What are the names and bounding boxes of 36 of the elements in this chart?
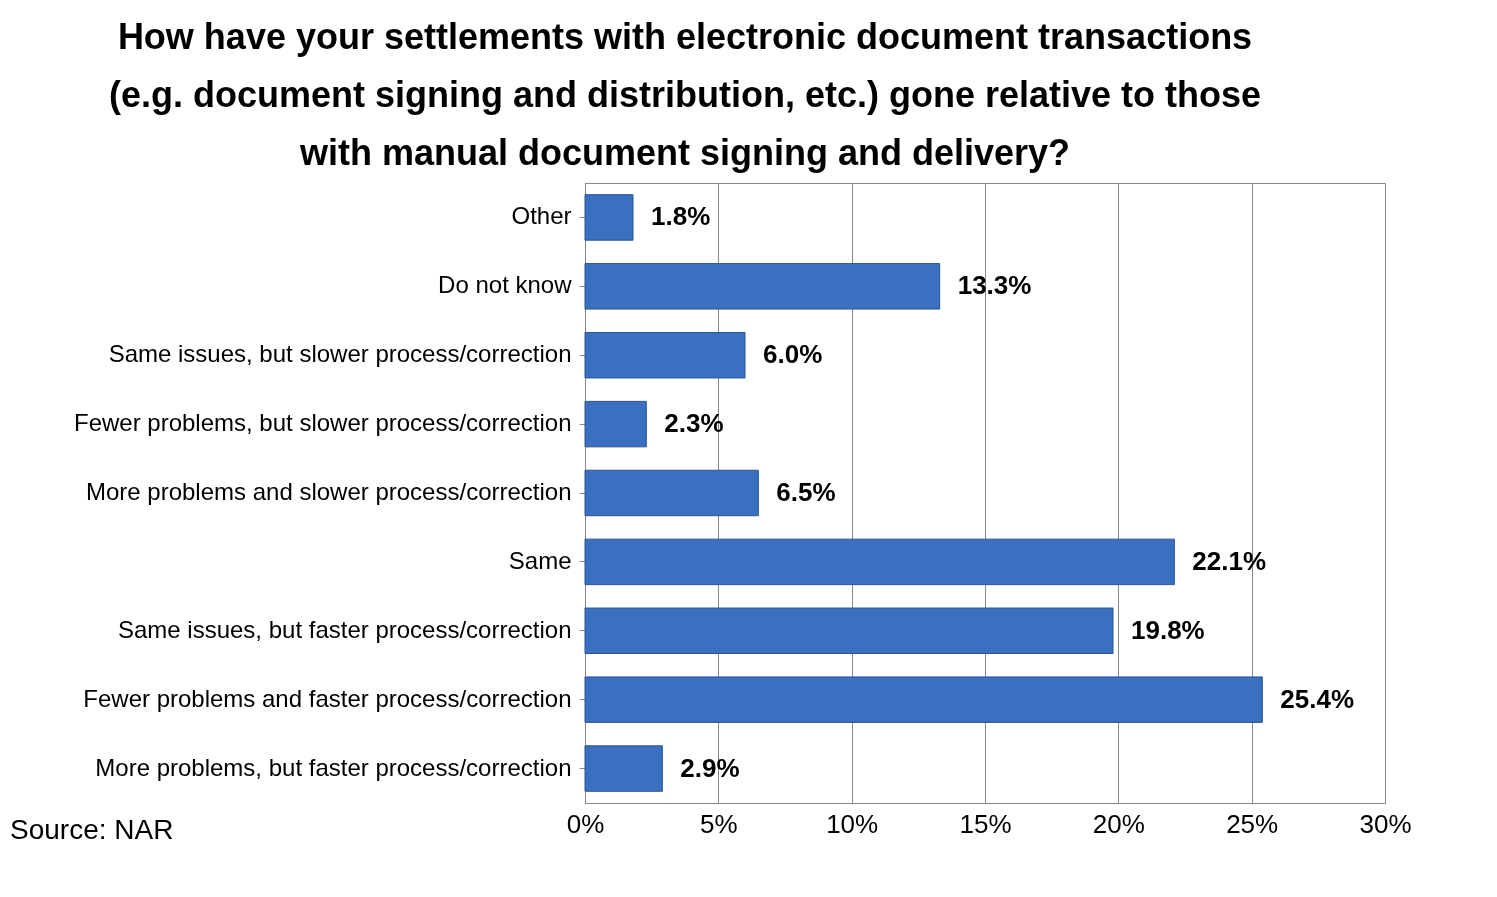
data-label: 22.1%: [1192, 545, 1267, 576]
bar: [584, 745, 663, 792]
bar: [584, 263, 941, 310]
bar: [584, 194, 634, 241]
y-tick-label: Other: [511, 202, 572, 230]
source-note: Source: NAR: [10, 814, 174, 845]
y-tick-label: More problems, but faster process/correction: [95, 753, 572, 781]
y-tick-label: Same issues, but faster process/correction: [117, 615, 572, 643]
bar: [584, 469, 759, 517]
y-tick-label: Same: [508, 546, 572, 574]
bar: [584, 607, 1114, 655]
y-tick-label: Do not know: [438, 271, 573, 299]
data-label: 13.3%: [957, 270, 1032, 301]
bar: [584, 400, 647, 448]
x-tick-label: 20%: [1092, 808, 1145, 839]
data-label: 6.5%: [776, 477, 836, 507]
x-tick-label: 25%: [1226, 808, 1279, 839]
y-tick-label: Fewer problems, but slower process/correction: [73, 409, 572, 437]
data-label: 1.8%: [651, 201, 711, 232]
x-tick-label: 15%: [959, 808, 1012, 839]
data-label: 6.0%: [763, 339, 823, 370]
bar: [584, 538, 1175, 586]
data-label: 2.9%: [680, 752, 740, 783]
chart-title: How have your settlements with electronic document transactions (e.g. document signing and distribution, etc.) gone relative to those with manual document signing and delivery?: [108, 16, 1262, 173]
bar: [584, 331, 746, 379]
x-tick-label: 30%: [1359, 808, 1412, 839]
data-label: 19.8%: [1131, 614, 1205, 645]
data-label: 25.4%: [1280, 683, 1355, 714]
y-tick-label: Fewer problems and faster process/correction: [83, 684, 572, 712]
data-label: 2.3%: [664, 408, 724, 439]
y-tick-label: More problems and slower process/correction: [85, 478, 572, 505]
y-tick-label: Same issues, but slower process/correction: [108, 340, 572, 368]
x-tick-label: 10%: [826, 808, 879, 839]
bar: [584, 676, 1263, 723]
x-tick-label: 5%: [700, 808, 738, 839]
x-tick-label: 0%: [566, 808, 605, 839]
